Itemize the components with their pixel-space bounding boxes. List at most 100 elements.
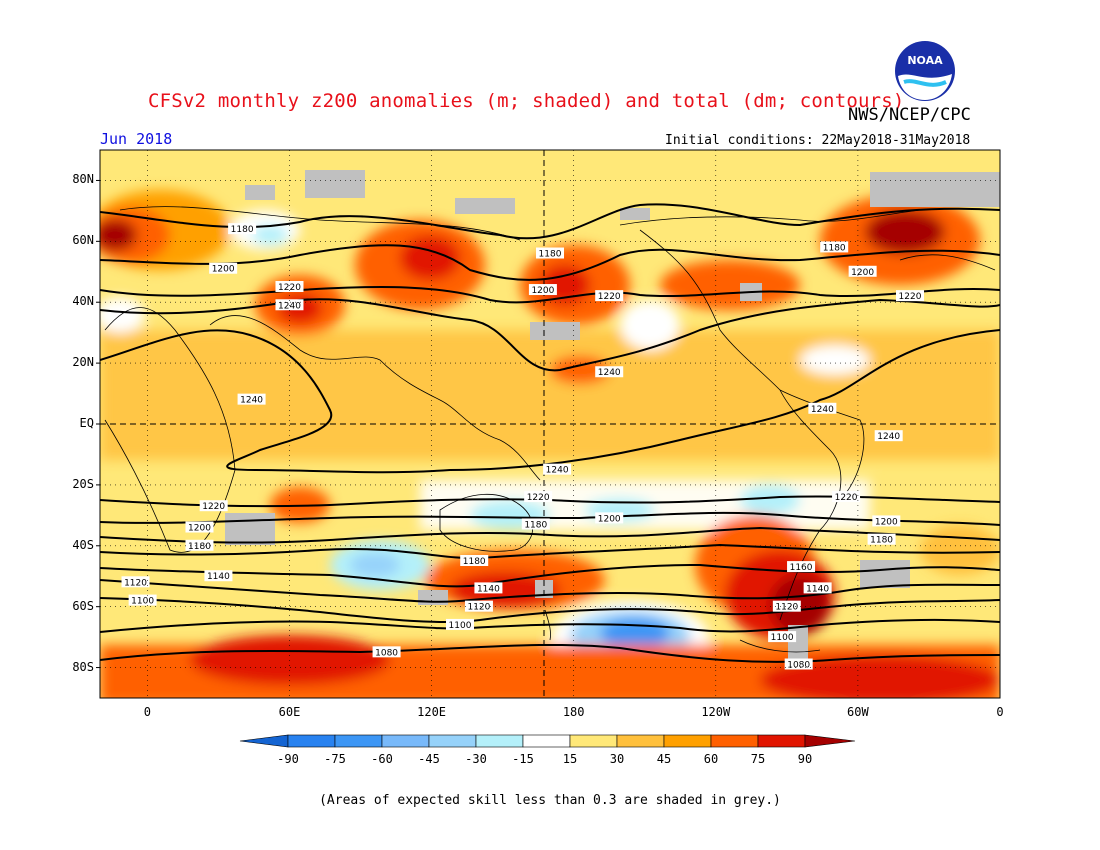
contour-label-text: 1100 [449, 621, 472, 631]
contour-label: 1160 [787, 561, 816, 573]
contour-label: 1140 [803, 582, 832, 594]
map-plot-area: 1180 1200 1220 1240 1180 1200 1220 1240 1180 1200… [100, 150, 1000, 698]
colorbar-swatch [381, 734, 430, 748]
contour-label-text: 1200 [875, 517, 898, 527]
contour-label: 1200 [528, 284, 557, 296]
svg-text:NOAA: NOAA [907, 54, 943, 67]
contour-label-text: 1140 [207, 572, 230, 582]
contour-label: 1100 [128, 594, 157, 607]
contour-label: 1240 [808, 402, 837, 415]
contour-label-text: 1220 [598, 292, 621, 302]
colorbar [239, 734, 856, 748]
contour-label-text: 1160 [790, 563, 813, 573]
contour-label: 1240 [237, 393, 266, 406]
lat-label: 40S [72, 537, 94, 552]
contour-label: 1140 [204, 570, 233, 582]
colorbar-swatch [522, 734, 571, 748]
contour-label-text: 1200 [851, 268, 874, 278]
contour-label: 1100 [446, 618, 474, 631]
contour-label: 1080 [784, 658, 813, 671]
contour-label: 1220 [524, 491, 553, 503]
contour-label-text: 1180 [539, 250, 562, 260]
contour-label-text: 1140 [477, 584, 500, 594]
contour-label: 1180 [185, 539, 214, 552]
contour-label: 1180 [228, 223, 257, 235]
contour-label-text: 1240 [240, 396, 263, 406]
contour-label-text: 1240 [877, 432, 900, 442]
contour-label-text: 1180 [231, 225, 254, 235]
lon-label: 0 [143, 705, 151, 719]
contour-label-text: 1100 [131, 597, 154, 607]
lon-label: 180 [562, 705, 585, 719]
contour-label: 1100 [768, 631, 797, 643]
contour-label: 1220 [595, 290, 624, 302]
contour-label: 1200 [872, 515, 901, 527]
contour-label-text: 1180 [870, 536, 893, 546]
contour-label: 1240 [595, 366, 624, 378]
lat-label: 20S [72, 476, 94, 491]
forecast-period: Jun 2018 [100, 130, 173, 148]
colorbar-tick-label: -75 [324, 752, 346, 766]
noaa-logo: NOAA [895, 41, 955, 101]
footnote: (Areas of expected skill less than 0.3 a… [319, 793, 781, 808]
contour-label-text: 1200 [212, 265, 235, 275]
contour-label: 1200 [848, 265, 877, 278]
colorbar-swatch [663, 734, 712, 748]
lat-label: 20N [72, 355, 94, 370]
contour-label: 1220 [832, 491, 861, 503]
contour-label: 1220 [199, 500, 228, 512]
colorbar-swatch [569, 734, 618, 748]
colorbar-tick-label: 15 [562, 752, 578, 766]
contour-label-text: 1220 [527, 493, 550, 503]
colorbar-tick-label: -15 [512, 752, 534, 766]
contour-label-text: 1080 [787, 661, 810, 671]
lat-label: 80N [72, 172, 94, 187]
contour-label: 1140 [474, 582, 503, 594]
lat-label: 60S [72, 598, 94, 613]
lon-label: 120E [417, 705, 447, 719]
colorbar-max-arrow [804, 734, 856, 748]
contour-label-text: 1120 [775, 603, 798, 613]
contour-label-text: 1180 [463, 557, 486, 567]
colorbar-swatch [287, 734, 336, 748]
contour-label: 1240 [874, 430, 903, 442]
contour-label-text: 1220 [202, 502, 225, 512]
contour-label-text: 1240 [598, 368, 621, 378]
colorbar-swatch [710, 734, 759, 748]
contour-label-text: 1200 [531, 286, 554, 296]
contour-label-text: 1240 [811, 405, 834, 415]
lat-label: EQ [79, 416, 94, 430]
colorbar-swatch [334, 734, 383, 748]
initial-conditions: Initial conditions: 22May2018-31May2018 [665, 133, 971, 148]
contour-label-text: 1140 [806, 584, 829, 594]
colorbar-tick-label: -60 [371, 752, 393, 766]
colorbar-tick-label: 75 [750, 752, 766, 766]
colorbar-tick-label: -45 [418, 752, 440, 766]
colorbar-swatch [757, 734, 806, 748]
colorbar-swatch [475, 734, 524, 748]
contour-label-text: 1220 [835, 493, 858, 503]
contour-label: 1120 [464, 600, 493, 613]
contour-label-text: 1200 [598, 514, 621, 524]
contour-label-text: 1240 [546, 466, 569, 476]
contour-label: 1120 [121, 576, 150, 588]
contour-label-text: 1080 [375, 648, 398, 658]
contour-label: 1180 [820, 241, 849, 253]
contour-label: 1120 [772, 600, 801, 613]
contour-label-text: 1100 [771, 633, 794, 643]
colorbar-tick-label: 45 [656, 752, 672, 766]
contour-label-text: 1200 [188, 524, 211, 534]
anomaly-shading [100, 190, 1000, 698]
colorbar-min-arrow [239, 734, 289, 748]
contour-label-text: 1240 [278, 301, 301, 311]
lon-label: 120W [701, 705, 731, 719]
contour-label: 1180 [536, 247, 564, 260]
contour-label: 1200 [209, 262, 238, 275]
colorbar-tick-label: -90 [277, 752, 299, 766]
contour-label-text: 1180 [823, 243, 846, 253]
colorbar-swatch [428, 734, 477, 748]
colorbar-tick-label: 60 [703, 752, 719, 766]
contour-label-text: 1120 [467, 603, 490, 613]
contour-label: 1180 [460, 555, 489, 567]
